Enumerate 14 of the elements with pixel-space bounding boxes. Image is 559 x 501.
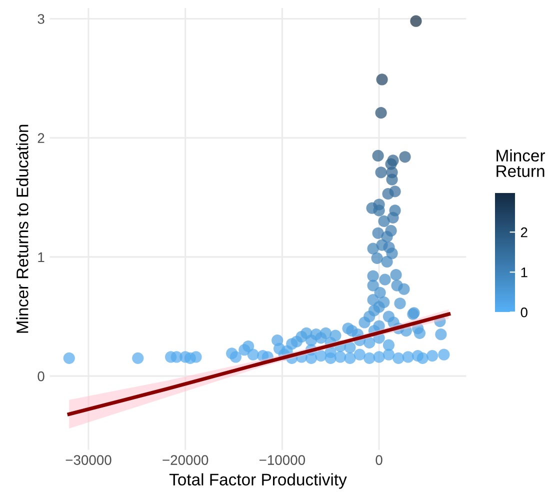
y-tick-label: 1	[38, 252, 44, 262]
x-tick-label: −30000	[66, 455, 112, 465]
y-tick-label: 0	[38, 371, 44, 382]
y-tick-label: 2	[38, 133, 44, 143]
color-bar-label: 0	[520, 307, 528, 318]
color-bar-label: 2	[520, 227, 528, 238]
color-bar-label: 1	[521, 268, 528, 278]
y-axis-title: Mincer Returns to Education	[16, 124, 28, 333]
y-tick-label: 3	[38, 14, 44, 24]
x-tick-label: −10000	[260, 455, 306, 465]
x-axis-title: Total Factor Productivity	[169, 473, 347, 489]
color-bar-title: Mincer Return	[496, 149, 546, 178]
x-tick-label: 0	[376, 455, 382, 465]
x-tick-label: −20000	[162, 455, 208, 465]
